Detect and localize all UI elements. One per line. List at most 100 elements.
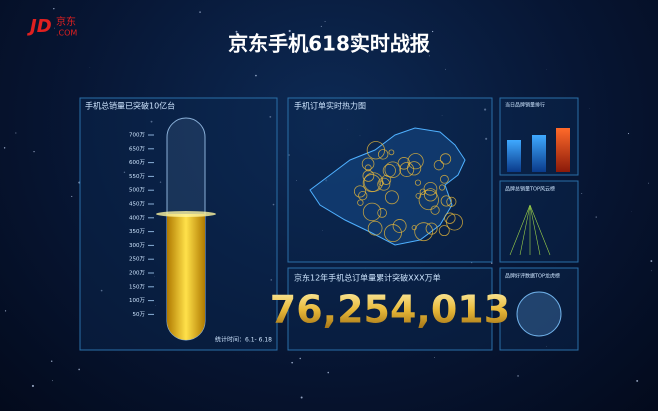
- scale-label: 150万: [129, 283, 145, 290]
- logo-domain: .COM: [56, 29, 77, 38]
- panel-title: 京东12年手机总订单量累计突破XXX万单: [294, 273, 441, 283]
- star: [31, 384, 35, 388]
- page-title: 京东手机618实时战报: [228, 32, 430, 56]
- star: [100, 289, 103, 292]
- heat-ring: [438, 184, 446, 191]
- star: [288, 29, 291, 33]
- star: [651, 270, 653, 272]
- tube-fill: [167, 214, 205, 340]
- star: [291, 361, 294, 364]
- mini-bar: [532, 135, 546, 172]
- star: [307, 50, 310, 53]
- star: [320, 25, 322, 27]
- star: [650, 260, 653, 262]
- star: [322, 230, 323, 231]
- star: [53, 7, 55, 10]
- heat-ring: [407, 153, 424, 170]
- star: [140, 160, 143, 163]
- scale-label: 250万: [129, 256, 145, 263]
- star: [4, 310, 7, 312]
- heat-ring: [446, 213, 463, 231]
- heat-ring: [367, 220, 383, 236]
- heat-ring: [381, 175, 392, 185]
- star: [429, 55, 430, 57]
- scale-label: 450万: [129, 201, 145, 208]
- star: [434, 356, 435, 358]
- heat-ring: [423, 181, 438, 196]
- star: [441, 115, 443, 116]
- heat-ring: [414, 222, 434, 242]
- heat-ring: [440, 174, 449, 184]
- panel-title: 品牌总销量TOP风云榜: [505, 186, 555, 193]
- star: [288, 154, 290, 156]
- star: [431, 30, 434, 33]
- star: [324, 20, 326, 22]
- scale-label: 300万: [129, 242, 145, 249]
- fan-line: [519, 204, 531, 256]
- logo-name: 京东: [56, 15, 76, 28]
- map: [309, 127, 466, 246]
- star: [154, 275, 156, 277]
- heat-ring: [384, 190, 399, 205]
- panel-title: 当日品牌销量排行: [505, 102, 545, 109]
- star: [546, 346, 547, 347]
- star: [272, 203, 275, 206]
- star: [296, 180, 298, 181]
- scale-label: 350万: [129, 228, 145, 235]
- star: [235, 30, 238, 33]
- glow: [156, 211, 216, 217]
- panel-footer: 统计时间：6.1- 6.18: [215, 336, 272, 344]
- heat-ring: [358, 190, 368, 201]
- heat-ring: [364, 164, 372, 172]
- star: [648, 182, 649, 184]
- heat-ring: [353, 185, 367, 198]
- fan-line: [529, 204, 541, 256]
- heat-ring: [361, 157, 375, 171]
- heat-ring: [444, 212, 456, 224]
- heat-ring: [419, 188, 426, 195]
- globe: [516, 291, 562, 337]
- star: [150, 120, 153, 123]
- heat-ring: [377, 149, 389, 160]
- fan-line: [509, 204, 531, 256]
- star: [517, 375, 519, 377]
- star: [299, 357, 301, 360]
- star: [50, 360, 53, 362]
- scale-label: 100万: [129, 297, 145, 304]
- star: [445, 68, 446, 70]
- heat-ring: [438, 225, 450, 237]
- heat-ring: [407, 161, 422, 176]
- star: [15, 132, 17, 134]
- panel-title: 手机总销量已突破10亿台: [85, 101, 175, 111]
- star: [270, 279, 273, 281]
- mini-bar: [556, 128, 570, 172]
- heat-ring: [384, 224, 402, 242]
- star: [636, 379, 639, 382]
- heat-ring: [366, 141, 386, 160]
- star: [581, 193, 583, 194]
- star: [3, 147, 6, 149]
- star: [159, 181, 162, 183]
- scale-label: 650万: [129, 145, 145, 152]
- heat-ring: [377, 177, 391, 191]
- heat-ring: [423, 188, 438, 202]
- scale-label: 50万: [133, 311, 146, 318]
- mini-bar: [507, 140, 521, 172]
- star: [255, 74, 257, 77]
- star: [51, 380, 53, 382]
- heat-ring: [362, 202, 382, 222]
- star: [123, 171, 126, 174]
- scale-label: 550万: [129, 173, 145, 180]
- star: [54, 27, 55, 29]
- scale-label: 700万: [129, 132, 145, 139]
- star: [359, 135, 361, 137]
- fan-line: [529, 204, 551, 256]
- heat-ring: [440, 195, 452, 207]
- heat-ring: [411, 225, 417, 231]
- order-counter: 76,254,013: [270, 288, 510, 332]
- heat-ring: [357, 199, 364, 206]
- heat-ring: [363, 172, 384, 192]
- heat-ring: [433, 160, 445, 171]
